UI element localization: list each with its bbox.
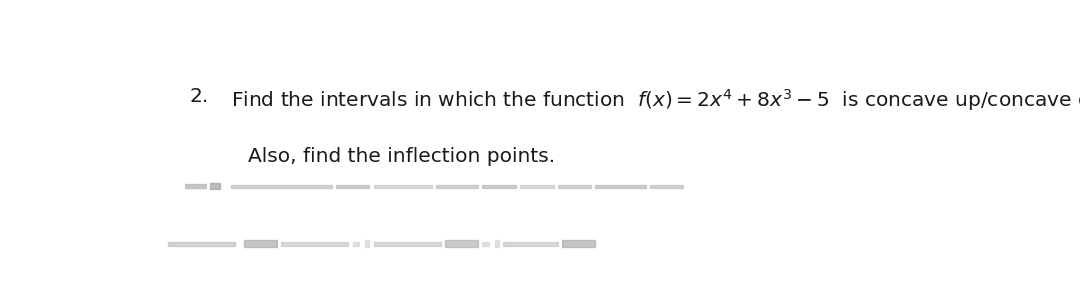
Bar [557, 185, 591, 188]
Bar [352, 242, 360, 246]
Bar [336, 185, 369, 188]
Bar [436, 185, 478, 188]
Text: Also, find the inflection points.: Also, find the inflection points. [248, 147, 555, 166]
Bar [231, 185, 332, 188]
Text: Find the intervals in which the function  $f(x)=2x^4+8x^3-5$  is concave up/conc: Find the intervals in which the function… [231, 87, 1080, 113]
Bar [483, 242, 489, 246]
Bar [244, 240, 278, 247]
Bar [483, 185, 516, 188]
Bar [168, 242, 235, 246]
Bar [211, 183, 220, 189]
Text: 2.: 2. [189, 87, 208, 106]
Bar [282, 242, 349, 246]
Bar [595, 185, 646, 188]
Bar [495, 240, 499, 247]
Bar [186, 184, 206, 188]
Bar [374, 242, 441, 246]
Bar [503, 242, 557, 246]
Bar [521, 185, 554, 188]
Bar [562, 240, 595, 247]
Bar [374, 185, 432, 188]
Bar [650, 185, 684, 188]
Bar [365, 240, 369, 247]
Bar [445, 240, 478, 247]
